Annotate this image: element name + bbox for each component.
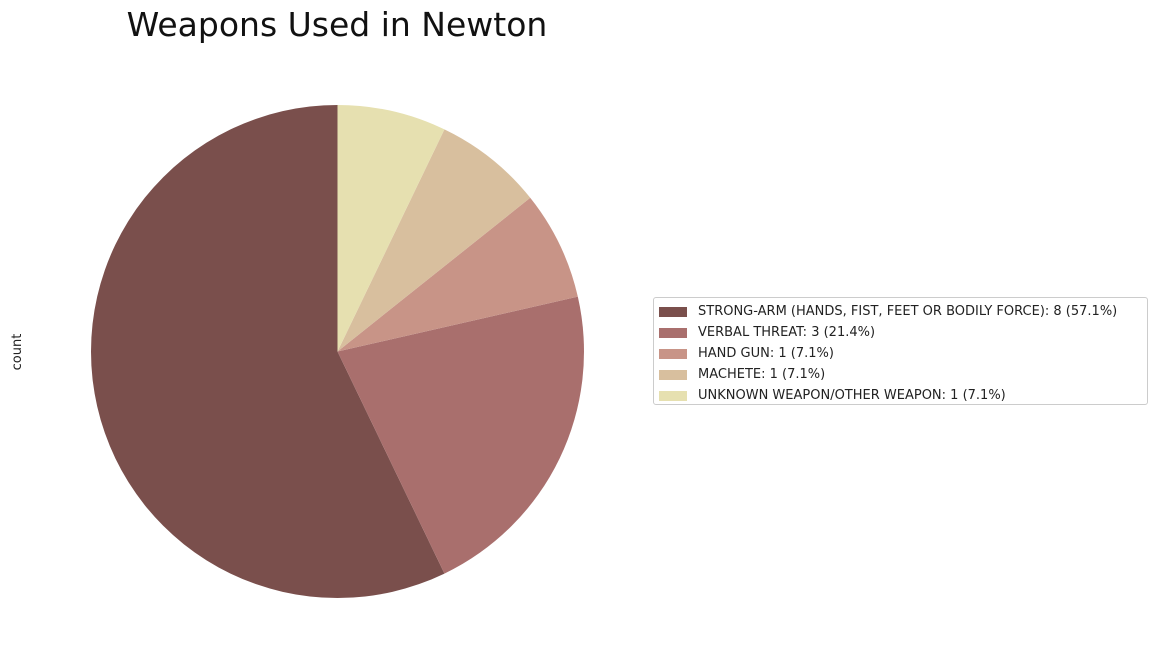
y-axis-label: count <box>10 334 25 371</box>
pie-slice <box>337 296 584 574</box>
pie-slices <box>91 105 584 598</box>
legend-swatch <box>659 369 687 380</box>
legend: STRONG-ARM (HANDS, FIST, FEET OR BODILY … <box>653 297 1148 405</box>
legend-label: STRONG-ARM (HANDS, FIST, FEET OR BODILY … <box>698 304 1118 319</box>
legend-swatch <box>659 327 687 338</box>
legend-swatch <box>659 348 687 359</box>
legend-item: VERBAL THREAT: 3 (21.4%) <box>658 322 1143 343</box>
pie-slice <box>91 105 445 598</box>
legend-item: STRONG-ARM (HANDS, FIST, FEET OR BODILY … <box>658 301 1143 322</box>
chart-title: Weapons Used in Newton <box>127 5 548 44</box>
legend-item: HAND GUN: 1 (7.1%) <box>658 343 1143 364</box>
legend-label: VERBAL THREAT: 3 (21.4%) <box>698 325 876 340</box>
pie-slice <box>337 129 531 352</box>
legend-swatch <box>659 306 687 317</box>
legend-item: MACHETE: 1 (7.1%) <box>658 364 1143 385</box>
legend-swatch <box>659 390 687 401</box>
legend-label: HAND GUN: 1 (7.1%) <box>698 346 834 361</box>
legend-label: UNKNOWN WEAPON/OTHER WEAPON: 1 (7.1%) <box>698 388 1006 403</box>
legend-item: UNKNOWN WEAPON/OTHER WEAPON: 1 (7.1%) <box>658 385 1143 406</box>
legend-label: MACHETE: 1 (7.1%) <box>698 367 826 382</box>
pie-slice <box>337 197 578 352</box>
pie-slice <box>337 105 445 352</box>
